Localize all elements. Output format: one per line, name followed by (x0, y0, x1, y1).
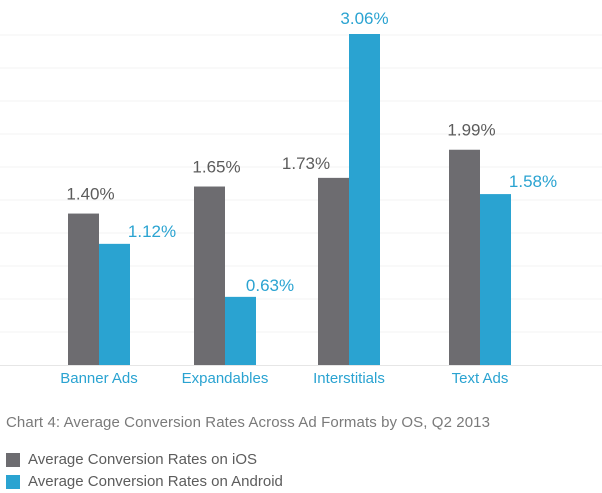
value-label-ios: 1.99% (447, 121, 495, 140)
category-label: Interstitials (313, 370, 385, 387)
bar-android-text-ads (480, 194, 511, 365)
value-label-ios: 1.40% (66, 185, 114, 204)
chart-title: Chart 4: Average Conversion Rates Across… (6, 414, 491, 431)
value-label-android: 1.12% (128, 222, 176, 241)
category-label: Text Ads (452, 370, 509, 387)
legend-swatch-android (6, 474, 20, 489)
value-label-android: 3.06% (340, 9, 388, 28)
bar-android-interstitials (349, 34, 380, 365)
legend-item-ios: Average Conversion Rates on iOS (6, 449, 283, 470)
bar-ios-interstitials (318, 177, 349, 365)
value-label-ios: 1.65% (192, 158, 240, 177)
legend-item-android: Average Conversion Rates on Android (6, 471, 283, 492)
value-label-android: 1.58% (509, 172, 557, 191)
bar-ios-expandables (194, 186, 225, 365)
value-label-android: 0.63% (246, 276, 294, 295)
bar-android-expandables (225, 296, 256, 365)
value-label-ios: 1.73% (282, 154, 330, 173)
bar-ios-text-ads (449, 149, 480, 365)
legend-label-android: Average Conversion Rates on Android (28, 473, 283, 490)
category-label: Banner Ads (60, 370, 138, 387)
bar-ios-banner-ads (68, 213, 99, 365)
legend: Average Conversion Rates on iOS Average … (6, 449, 283, 493)
bar-android-banner-ads (99, 243, 130, 365)
category-label: Expandables (182, 370, 269, 387)
legend-label-ios: Average Conversion Rates on iOS (28, 451, 258, 468)
chart: 1.40% 1.12% Banner Ads 1.65% 0.63% Expandable… (0, 9, 602, 387)
legend-swatch-ios (6, 452, 20, 467)
